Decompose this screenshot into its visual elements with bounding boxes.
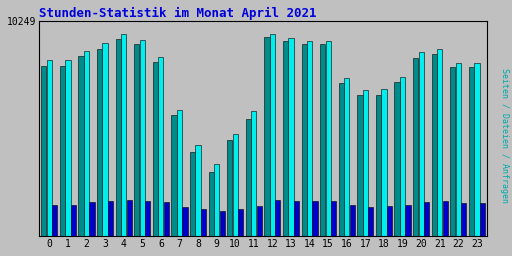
Bar	[251, 111, 257, 236]
Bar	[220, 211, 225, 236]
Bar	[172, 115, 177, 236]
Bar	[387, 206, 392, 236]
Bar	[90, 202, 95, 236]
Text: Seiten / Dateien / Anfragen: Seiten / Dateien / Anfragen	[500, 68, 509, 203]
Bar	[307, 41, 312, 236]
Bar	[66, 60, 71, 236]
Bar	[47, 60, 52, 236]
Bar	[288, 38, 293, 236]
Bar	[196, 145, 201, 236]
Bar	[41, 66, 47, 236]
Bar	[102, 43, 108, 236]
Text: Stunden-Statistik im Monat April 2021: Stunden-Statistik im Monat April 2021	[39, 7, 316, 20]
Bar	[97, 49, 102, 236]
Bar	[84, 50, 89, 236]
Bar	[480, 204, 485, 236]
Bar	[140, 40, 145, 236]
Bar	[275, 200, 281, 236]
Bar	[461, 204, 466, 236]
Bar	[60, 66, 65, 236]
Bar	[116, 39, 121, 236]
Bar	[238, 208, 243, 236]
Bar	[177, 110, 182, 236]
Bar	[394, 82, 400, 236]
Bar	[376, 94, 381, 236]
Bar	[121, 34, 126, 236]
Bar	[400, 77, 405, 236]
Bar	[294, 201, 299, 236]
Bar	[214, 164, 219, 236]
Bar	[432, 55, 437, 236]
Bar	[283, 41, 288, 236]
Bar	[312, 201, 317, 236]
Bar	[469, 67, 474, 236]
Bar	[257, 206, 262, 236]
Bar	[424, 202, 429, 236]
Bar	[208, 172, 214, 236]
Bar	[164, 202, 169, 236]
Bar	[450, 67, 456, 236]
Bar	[153, 62, 158, 236]
Bar	[442, 201, 448, 236]
Bar	[406, 205, 411, 236]
Bar	[246, 119, 251, 236]
Bar	[357, 95, 362, 236]
Bar	[339, 83, 344, 236]
Bar	[134, 44, 139, 236]
Bar	[201, 209, 206, 236]
Bar	[344, 78, 349, 236]
Bar	[71, 205, 76, 236]
Bar	[326, 41, 331, 236]
Bar	[182, 207, 187, 236]
Bar	[158, 57, 163, 236]
Bar	[437, 49, 442, 236]
Bar	[320, 44, 325, 236]
Bar	[302, 44, 307, 236]
Bar	[331, 201, 336, 236]
Bar	[474, 63, 480, 236]
Bar	[78, 56, 83, 236]
Bar	[52, 205, 57, 236]
Bar	[270, 34, 275, 236]
Bar	[145, 201, 151, 236]
Bar	[232, 134, 238, 236]
Bar	[413, 58, 418, 236]
Bar	[418, 52, 424, 236]
Bar	[126, 200, 132, 236]
Bar	[264, 37, 269, 236]
Bar	[363, 90, 368, 236]
Bar	[350, 205, 355, 236]
Bar	[108, 201, 113, 236]
Bar	[190, 152, 195, 236]
Bar	[368, 207, 373, 236]
Bar	[456, 63, 461, 236]
Bar	[227, 141, 232, 236]
Bar	[381, 89, 387, 236]
